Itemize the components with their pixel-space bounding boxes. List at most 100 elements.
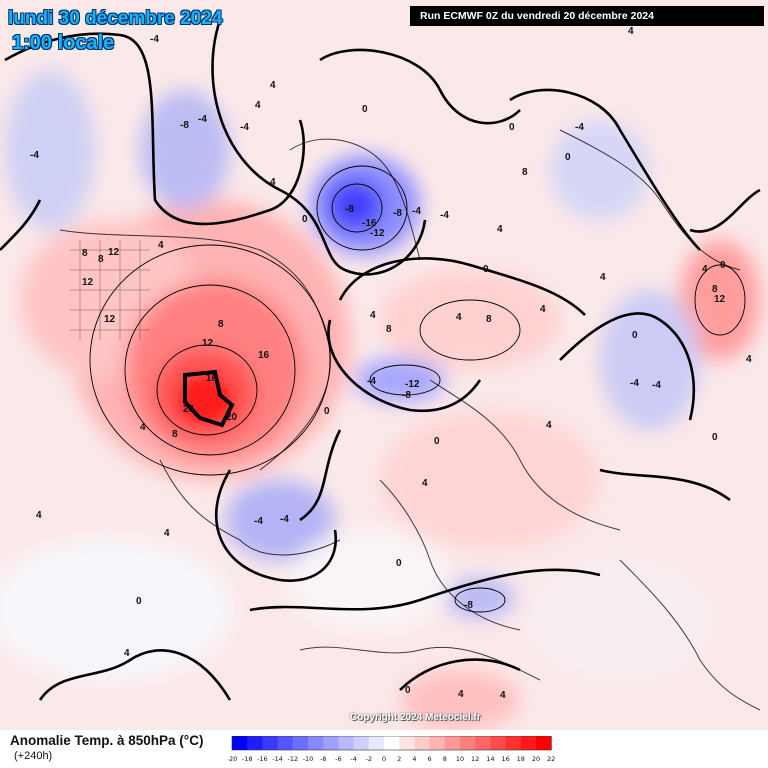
colorbar-tick-label: -6 [335, 755, 341, 763]
colorbar-swatch [353, 736, 370, 750]
colorbar-tick-label: -2 [366, 755, 372, 763]
warm-core-outline [183, 369, 235, 428]
map-label: 4 [497, 224, 503, 235]
map-label: 12 [714, 294, 726, 305]
map-label: 4 [746, 354, 752, 365]
legend-title: Anomalie Temp. à 850hPa (°C) [10, 733, 204, 748]
map-label: 0 [434, 436, 440, 447]
colorbar-tick-label: 10 [456, 755, 464, 763]
colorbar-swatch [536, 736, 552, 750]
map-label: 0 [362, 104, 368, 115]
colorbar-swatch [399, 736, 415, 750]
colorbar-frame [231, 736, 552, 751]
map-label: -4 [575, 122, 584, 133]
map-label: 4 [422, 478, 428, 489]
forecast-time-title: 1:00 locale [12, 32, 115, 54]
color-scale-legend: -20-18-16-14-12-10-8-6-4-202468101214161… [228, 736, 555, 763]
colorbar-swatch [262, 736, 279, 750]
map-label: 0 [720, 260, 726, 271]
map-label: 16 [206, 373, 218, 384]
map-label: 0 [136, 596, 142, 607]
colorbar-swatch [323, 736, 339, 750]
colorbar-tick-label: -20 [228, 755, 237, 763]
copyright-text: Copyright 2024 Meteociel.fr [350, 712, 481, 723]
map-label: -8 [402, 390, 411, 401]
colorbar-swatch [368, 736, 385, 750]
map-label: -4 [652, 380, 661, 391]
map-label: -4 [30, 150, 39, 161]
colorbar-tick-label: 16 [501, 755, 509, 763]
map-label: 0 [509, 122, 515, 133]
map-label: -4 [412, 206, 421, 217]
colorbar-swatch [460, 736, 476, 750]
map-label: 4 [255, 100, 261, 111]
legend-subtitle: (+240h) [14, 750, 53, 762]
colorbar-tick-label: 2 [397, 755, 401, 763]
map-label: -4 [150, 34, 159, 45]
colorbar-tick-label: -12 [287, 755, 298, 763]
colorbar-tick-label: 22 [547, 755, 555, 763]
map-label: 4 [270, 177, 276, 188]
zero-isolines [0, 19, 761, 701]
colorbar-swatch [520, 736, 537, 750]
colorbar-tick-label: 4 [412, 755, 416, 763]
map-label: 8 [712, 284, 718, 295]
map-label: 0 [483, 264, 489, 275]
map-label: -8 [464, 600, 473, 611]
map-label: 0 [396, 558, 402, 569]
map-label: -8 [345, 204, 354, 215]
map-label: -4 [254, 516, 263, 527]
colorbar-swatch [232, 736, 248, 750]
map-label: 4 [270, 80, 276, 91]
map-label: -4 [630, 378, 639, 389]
colorbar-tick-label: 20 [532, 755, 540, 763]
map-label: 4 [124, 648, 130, 659]
map-label: 4 [702, 264, 708, 275]
colorbar-tick-label: -8 [320, 755, 326, 763]
map-label: 8 [486, 314, 492, 325]
map-label: -4 [198, 114, 207, 125]
colorbar-tick-label: -10 [303, 755, 314, 763]
map-label: -8 [393, 208, 402, 219]
colorbar-tick-label: 8 [443, 755, 447, 763]
map-label: 12 [202, 338, 214, 349]
colorbar-tick-label: -16 [257, 755, 268, 763]
colorbar-swatch [338, 736, 355, 750]
map-label: 0 [405, 685, 411, 696]
map-label: 8 [172, 429, 178, 440]
map-label: 4 [500, 690, 506, 701]
map-label: 20 [183, 404, 195, 415]
run-info-banner: Run ECMWF 0Z du vendredi 20 décembre 202… [410, 6, 764, 26]
map-label: 16 [258, 350, 270, 361]
colorbar-swatch [429, 736, 446, 750]
colorbar-tick-label: -18 [242, 755, 253, 763]
map-label: 4 [540, 304, 546, 315]
colorbar-tick-label: 6 [428, 755, 432, 763]
map-label: 0 [302, 214, 308, 225]
forecast-date-title: lundi 30 décembre 2024 [8, 8, 223, 29]
isoline-labels: -8 -4 -4 4 4 -4 0 -4 4 0 -4 -8 -16 -12 -… [30, 26, 752, 701]
map-label: 0 [712, 432, 718, 443]
map-label: 12 [82, 277, 94, 288]
map-label: -12 [405, 379, 420, 390]
map-label: 4 [36, 510, 42, 521]
map-label: 8 [522, 167, 528, 178]
map-label: -4 [367, 376, 376, 387]
map-label: 4 [456, 312, 462, 323]
colorbar-swatch [308, 736, 324, 750]
map-label: -4 [240, 122, 249, 133]
colorbar-swatch [414, 736, 431, 750]
coastlines [59, 129, 761, 711]
map-label: -8 [180, 120, 189, 131]
colorbar-swatch [292, 736, 309, 750]
map-label: 8 [98, 254, 104, 265]
colorbar-swatch [247, 736, 263, 750]
colorbar-swatch [277, 736, 294, 750]
colorbar-tick-label: 14 [486, 755, 494, 763]
state-borders [70, 240, 150, 340]
colorbar-swatch [505, 736, 522, 750]
map-label: 4 [164, 528, 170, 539]
map-label: 8 [82, 248, 88, 259]
map-label: 12 [108, 247, 120, 258]
